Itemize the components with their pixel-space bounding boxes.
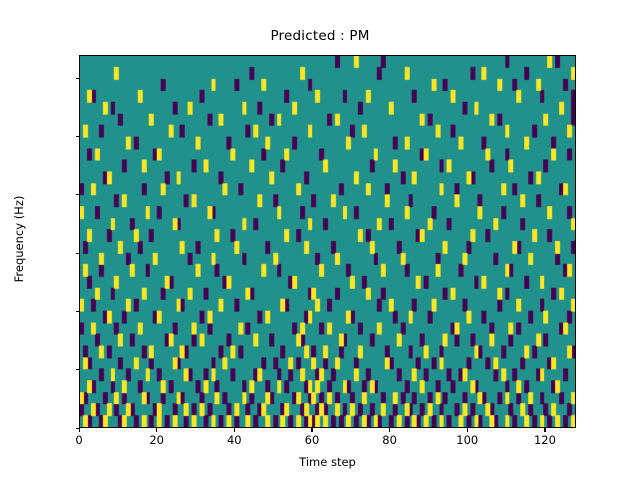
x-tick-label: 120 [533,433,556,447]
x-tick-mark [78,428,80,432]
x-tick-label: 80 [382,433,397,447]
y-tick-mark [75,136,79,138]
y-tick-mark [75,77,79,79]
chart-title: Predicted : PM [270,28,370,44]
y-tick-mark [75,369,79,371]
x-tick-mark [156,428,158,432]
heatmap-image [80,56,575,427]
x-tick-mark [233,428,235,432]
x-tick-label: 0 [75,433,83,447]
heatmap-axes [79,55,576,428]
x-tick-mark [311,428,313,432]
x-tick-label: 100 [456,433,479,447]
x-axis-label: Time step [299,455,356,469]
x-tick-label: 40 [226,433,242,447]
x-tick-mark [389,428,391,432]
y-tick-mark [75,427,79,429]
x-tick-label: 60 [304,433,320,447]
x-tick-mark [544,428,546,432]
y-tick-mark [75,310,79,313]
x-tick-mark [466,428,468,432]
y-tick-mark [75,194,79,196]
x-tick-label: 20 [149,433,164,447]
y-tick-mark [75,252,79,254]
y-axis-label: Frequency (Hz) [12,195,26,283]
